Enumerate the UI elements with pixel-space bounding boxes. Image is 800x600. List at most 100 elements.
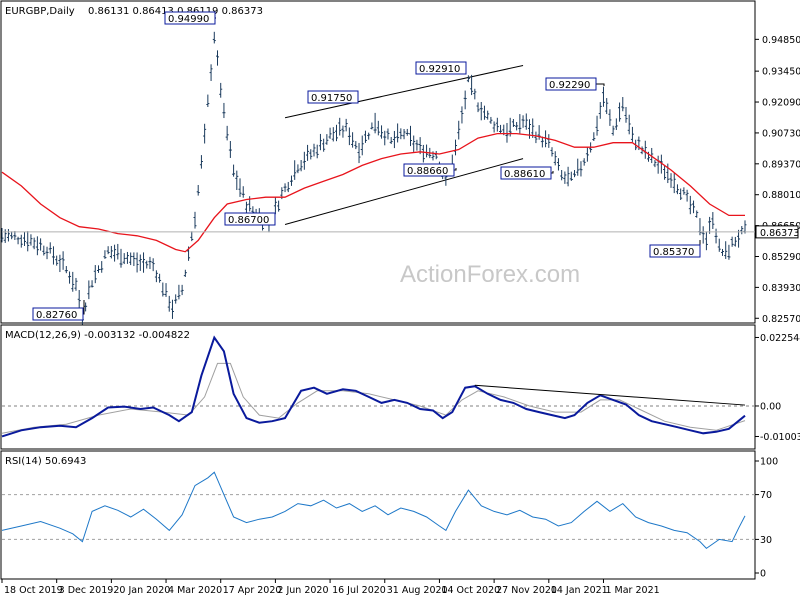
date-tick-label: 14 Oct 2020 (441, 585, 500, 596)
price-bar (315, 144, 319, 159)
annotation-box (545, 77, 597, 91)
price-bar (675, 184, 679, 195)
price-annotations: 0.94990 0.92910 0.91750 0.92290 0.88660 0.886… (32, 11, 701, 321)
price-bar (682, 187, 686, 195)
price-bar (58, 254, 62, 273)
price-bar (183, 269, 187, 277)
price-bar (363, 130, 367, 143)
price-bar (328, 127, 332, 139)
price-bar (595, 115, 599, 136)
price-bar (601, 86, 605, 107)
price-bar (244, 201, 248, 214)
price-bar (199, 155, 203, 169)
price-bar (325, 134, 329, 145)
annotation-label: 0.91750 (311, 93, 352, 104)
price-bar (405, 128, 409, 136)
price-bar (524, 113, 528, 130)
price-bar (650, 147, 654, 164)
price-trendline (284, 64, 524, 119)
price-bar (360, 135, 364, 156)
date-tick-label: 31 Aug 2020 (387, 585, 448, 596)
price-bar (74, 277, 78, 291)
price-bar (556, 158, 560, 171)
price-bar (299, 159, 303, 172)
price-bar (563, 171, 567, 184)
price-bar (380, 125, 384, 139)
price-bar (235, 170, 239, 191)
macd-line (1, 335, 746, 438)
price-bar (158, 273, 162, 283)
price-bar (618, 102, 622, 122)
price-bar (109, 245, 113, 259)
price-bar (412, 135, 416, 152)
price-bar (531, 118, 535, 138)
price-bar (10, 231, 14, 240)
price-bar (701, 226, 705, 244)
annotation-leader (596, 83, 605, 86)
price-bar (685, 189, 689, 202)
watermark: ActionForex.com (400, 261, 580, 288)
price-bar (560, 169, 564, 181)
price-bar (309, 149, 313, 160)
price-bar (51, 246, 55, 265)
price-y-tick-label: 0.85290 (762, 252, 800, 263)
price-bar (32, 237, 36, 250)
price-bar (434, 150, 438, 160)
annotation-label: 0.94990 (168, 14, 209, 25)
price-bar (389, 136, 393, 144)
price-bar (222, 102, 226, 119)
price-bar (495, 117, 499, 132)
price-bar (100, 261, 104, 273)
price-bar (354, 141, 358, 150)
price-bar (216, 50, 220, 66)
price-bar (396, 123, 400, 143)
price-bar (116, 243, 120, 260)
current-price-marker: 0.86373 (2, 225, 799, 239)
price-bar (331, 127, 335, 142)
price-bar (730, 236, 734, 247)
price-bar (170, 299, 174, 319)
price-bar (566, 166, 570, 187)
price-bar (415, 139, 419, 151)
price-bar (569, 171, 573, 181)
annotation-box (32, 307, 84, 321)
price-bar (129, 252, 133, 266)
price-bar (167, 295, 171, 312)
price-bar (148, 256, 152, 269)
price-bar (341, 125, 345, 138)
price-bar (161, 282, 165, 297)
annotation-label: 0.92290 (549, 80, 590, 91)
price-y-tick-label: 0.93450 (762, 67, 800, 78)
rsi-panel: RSI(14) 50.6943 100 70 30 0 (0, 450, 778, 580)
annotation-box (224, 212, 276, 226)
price-y-tick-label: 0.82570 (762, 314, 800, 325)
date-tick-label: 20 Jan 2020 (113, 585, 170, 596)
annotation-box (649, 244, 701, 258)
price-bar (68, 271, 72, 284)
price-bar (312, 143, 316, 157)
price-bar (190, 231, 194, 242)
price-bar (392, 130, 396, 149)
price-bar (347, 127, 351, 146)
price-bar (119, 248, 123, 268)
price-bar (669, 173, 673, 188)
price-bar (48, 242, 52, 254)
price-bar (93, 265, 97, 284)
price-bar (232, 164, 236, 177)
price-bar (302, 151, 306, 170)
price-y-tick-label: 0.89370 (762, 159, 800, 170)
moving-average-line (1, 132, 745, 253)
symbol-label: EURGBP,Daily (5, 6, 75, 17)
price-bar (344, 118, 348, 132)
price-bar (592, 132, 596, 142)
price-bar (6, 229, 10, 242)
price-bar (518, 114, 522, 134)
price-bar (196, 184, 200, 196)
price-bar (511, 119, 515, 127)
annotation-leader (551, 171, 554, 174)
price-bar (138, 254, 142, 271)
price-bar (521, 115, 525, 128)
price-bar (29, 234, 33, 246)
price-bar (582, 158, 586, 166)
price-bar (13, 231, 17, 240)
